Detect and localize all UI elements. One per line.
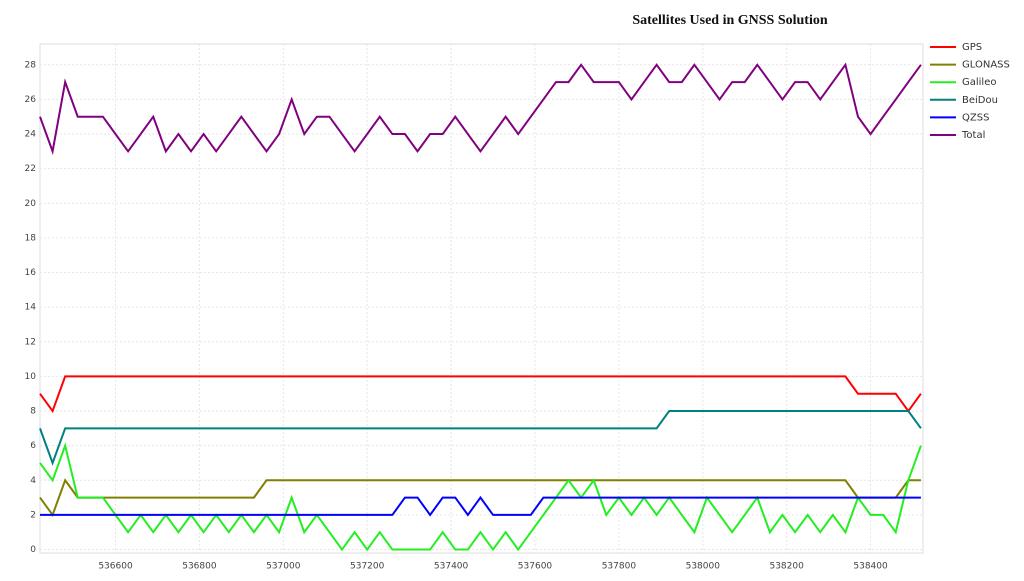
y-tick-label: 0 (30, 545, 36, 555)
series-line (39, 375, 922, 414)
y-tick-label: 24 (25, 130, 37, 140)
x-tick-label: 537200 (350, 562, 385, 572)
y-tick-label: 8 (30, 407, 36, 417)
legend-label: GPS (962, 42, 982, 53)
x-tick-label: 536600 (98, 562, 133, 572)
series-line (39, 62, 922, 156)
y-tick-label: 26 (25, 95, 37, 105)
x-tick-label: 538000 (686, 562, 721, 572)
x-tick-label: 537600 (518, 562, 553, 572)
series-line (40, 495, 921, 517)
x-tick-label: 537400 (434, 562, 469, 572)
legend-label: Galileo (962, 77, 996, 88)
y-tick-label: 14 (25, 303, 37, 313)
legend-label: Total (961, 130, 985, 141)
x-tick-label: 537000 (266, 562, 301, 572)
legend-label: QZSS (962, 112, 989, 123)
y-tick-label: 18 (25, 233, 37, 243)
x-tick-label: 538200 (769, 562, 804, 572)
y-tick-label: 28 (25, 60, 37, 70)
x-tick-label: 536800 (182, 562, 217, 572)
y-tick-label: 12 (25, 337, 36, 347)
legend-label: GLONASS (962, 60, 1010, 71)
plot-frame (39, 43, 924, 554)
y-tick-label: 4 (30, 476, 36, 486)
y-tick-label: 6 (30, 441, 36, 451)
x-tick-label: 537800 (602, 562, 637, 572)
legend-label: BeiDou (962, 95, 998, 106)
y-tick-label: 16 (25, 268, 37, 278)
chart-title: Satellites Used in GNSS Solution (632, 13, 827, 28)
y-tick-label: 20 (25, 199, 37, 209)
y-tick-label: 2 (30, 510, 36, 520)
series-line (39, 442, 922, 552)
series-line (39, 410, 922, 466)
y-tick-label: 10 (25, 372, 37, 382)
y-tick-label: 22 (25, 164, 36, 174)
series-line (39, 478, 921, 518)
x-tick-label: 538400 (853, 562, 888, 572)
